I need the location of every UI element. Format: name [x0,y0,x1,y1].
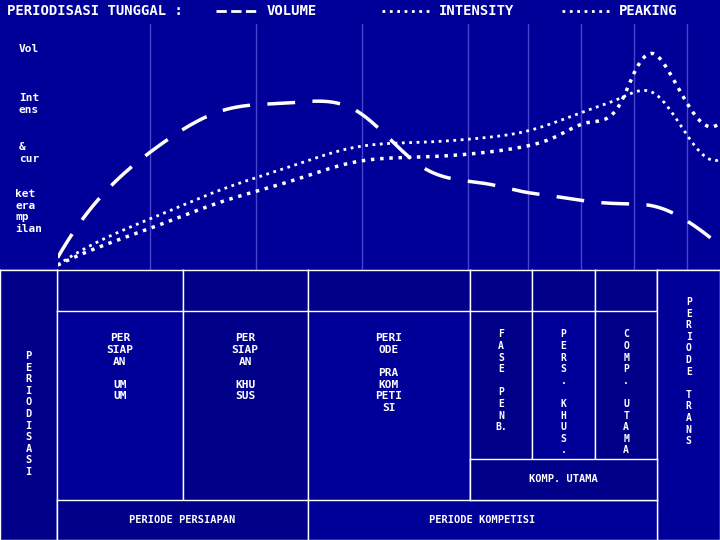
Text: P
E
R
I
O
D
E

T
R
A
N
S: P E R I O D E T R A N S [685,297,692,446]
Text: VOLUME: VOLUME [266,4,317,18]
Text: &
cur: & cur [19,142,39,164]
Text: INTENSITY: INTENSITY [439,4,515,18]
Text: PER
SIAP
AN

UM
UM: PER SIAP AN UM UM [107,333,133,401]
Text: PEAKING: PEAKING [619,4,678,18]
Text: PERI
ODE

PRA
KOM
PETI
SI: PERI ODE PRA KOM PETI SI [375,333,402,413]
Text: KOMP. UTAMA: KOMP. UTAMA [529,474,598,484]
Text: P
E
R
S
.

K
H
U
S
.: P E R S . K H U S . [561,329,567,455]
Text: PERIODE PERSIAPAN: PERIODE PERSIAPAN [130,515,235,525]
Text: P
E
R
I
O
D
I
S
A
S
I: P E R I O D I S A S I [26,351,32,477]
Text: PER
SIAP
AN

KHU
SUS: PER SIAP AN KHU SUS [232,333,258,401]
Text: Int
ens: Int ens [19,93,39,114]
Text: PERIODISASI TUNGGAL :: PERIODISASI TUNGGAL : [7,4,183,18]
Text: PERIODE KOMPETISI: PERIODE KOMPETISI [430,515,536,525]
Text: Vol: Vol [19,44,39,54]
Text: C
O
M
P
.

U
T
A
M
A: C O M P . U T A M A [623,329,629,455]
Text: ket
era
mp
ilan: ket era mp ilan [15,189,42,234]
Text: F
A
S
E

P
E
N
B.: F A S E P E N B. [495,329,507,432]
